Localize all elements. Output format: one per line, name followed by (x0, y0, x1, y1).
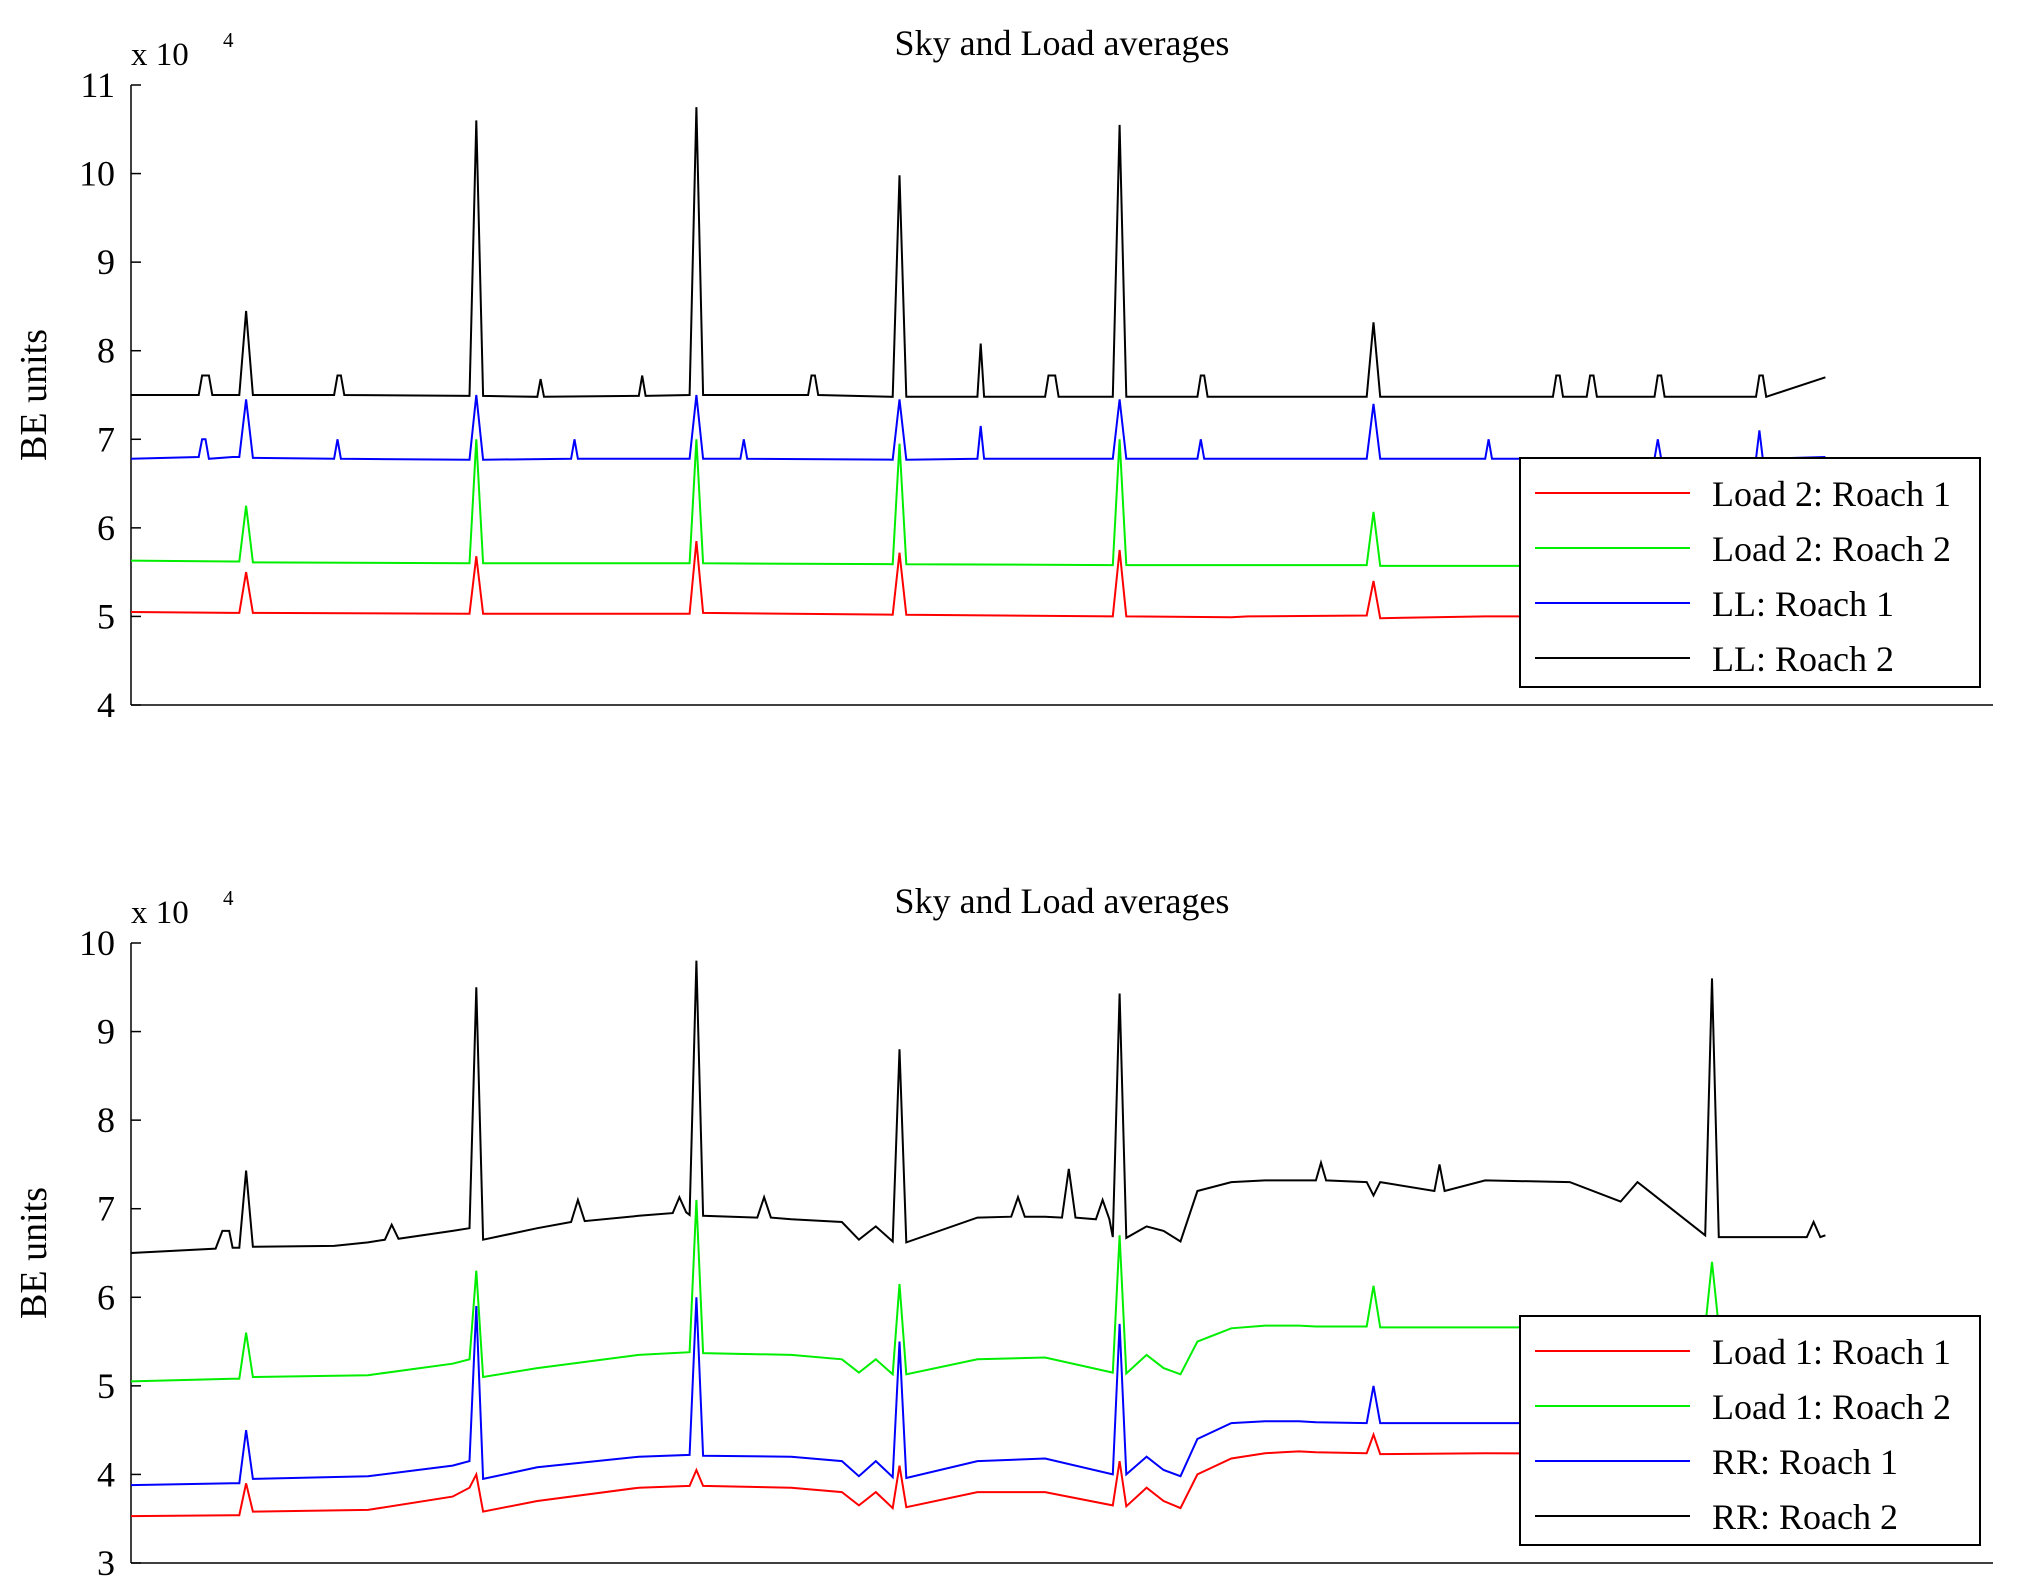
chart-1-y-tick-label: 5 (97, 1366, 115, 1406)
chart-1-legend-label-load-1-roach-2: Load 1: Roach 2 (1712, 1387, 1951, 1427)
chart-1-legend-label-rr-roach-2: RR: Roach 2 (1712, 1497, 1898, 1537)
chart-0-y-tick-label: 8 (97, 331, 115, 371)
chart-1-y-tick-label: 3 (97, 1543, 115, 1583)
chart-0-legend-label-ll-roach-1: LL: Roach 1 (1712, 584, 1894, 624)
chart-1-y-tick-label: 6 (97, 1277, 115, 1317)
chart-0-y-tick-label: 6 (97, 508, 115, 548)
chart-1-y-tick-label: 10 (79, 923, 115, 963)
chart-0-title: Sky and Load averages (895, 23, 1230, 63)
chart-0-y-axis-label: BE units (13, 329, 55, 461)
chart-1-y-tick-label: 9 (97, 1012, 115, 1052)
chart-0-y-tick-label: 7 (97, 419, 115, 459)
chart-0-legend-label-load-2-roach-2: Load 2: Roach 2 (1712, 529, 1951, 569)
chart-1-y-axis-label: BE units (13, 1187, 55, 1319)
chart-0-series-ll-roach-2 (131, 107, 1826, 399)
chart-0-y-multiplier: x 10 (131, 37, 189, 73)
chart-0-series-ll-roach-1 (130, 394, 1826, 461)
chart-1-y-tick-label: 4 (97, 1454, 115, 1494)
chart-0-legend-label-load-2-roach-1: Load 2: Roach 1 (1712, 474, 1951, 514)
chart-0-legend-box (1519, 457, 1981, 688)
chart-1-legend-label-load-1-roach-1: Load 1: Roach 1 (1712, 1332, 1951, 1372)
chart-1-legend-box (1519, 1315, 1981, 1546)
chart-1-y-multiplier: x 10 (131, 895, 189, 931)
chart-1-y-tick-label: 7 (97, 1189, 115, 1229)
chart-0-legend-label-ll-roach-2: LL: Roach 2 (1712, 639, 1894, 679)
chart-1-series-rr-roach-1 (130, 1297, 1826, 1487)
chart-1-y-tick-label: 8 (97, 1100, 115, 1140)
chart-0-y-tick-label: 5 (97, 596, 115, 636)
chart-1-title: Sky and Load averages (895, 881, 1230, 921)
chart-0-y-tick-label: 4 (97, 685, 115, 725)
chart-0-y-tick-label: 9 (97, 242, 115, 282)
chart-1-series-load-1-roach-2 (130, 1199, 1826, 1383)
chart-0-y-multiplier-exponent: 4 (223, 28, 234, 52)
chart-0-y-tick-label: 10 (79, 154, 115, 194)
chart-1-series-rr-roach-2 (130, 960, 1826, 1254)
chart-1-y-multiplier-exponent: 4 (223, 886, 234, 910)
chart-1-series-load-1-roach-1 (130, 1431, 1826, 1518)
chart-1-legend-label-rr-roach-1: RR: Roach 1 (1712, 1442, 1898, 1482)
chart-0-series-load-2-roach-1 (130, 541, 1826, 620)
chart-0-y-tick-label: 11 (80, 65, 115, 105)
chart-0-series-load-2-roach-2 (130, 439, 1826, 567)
